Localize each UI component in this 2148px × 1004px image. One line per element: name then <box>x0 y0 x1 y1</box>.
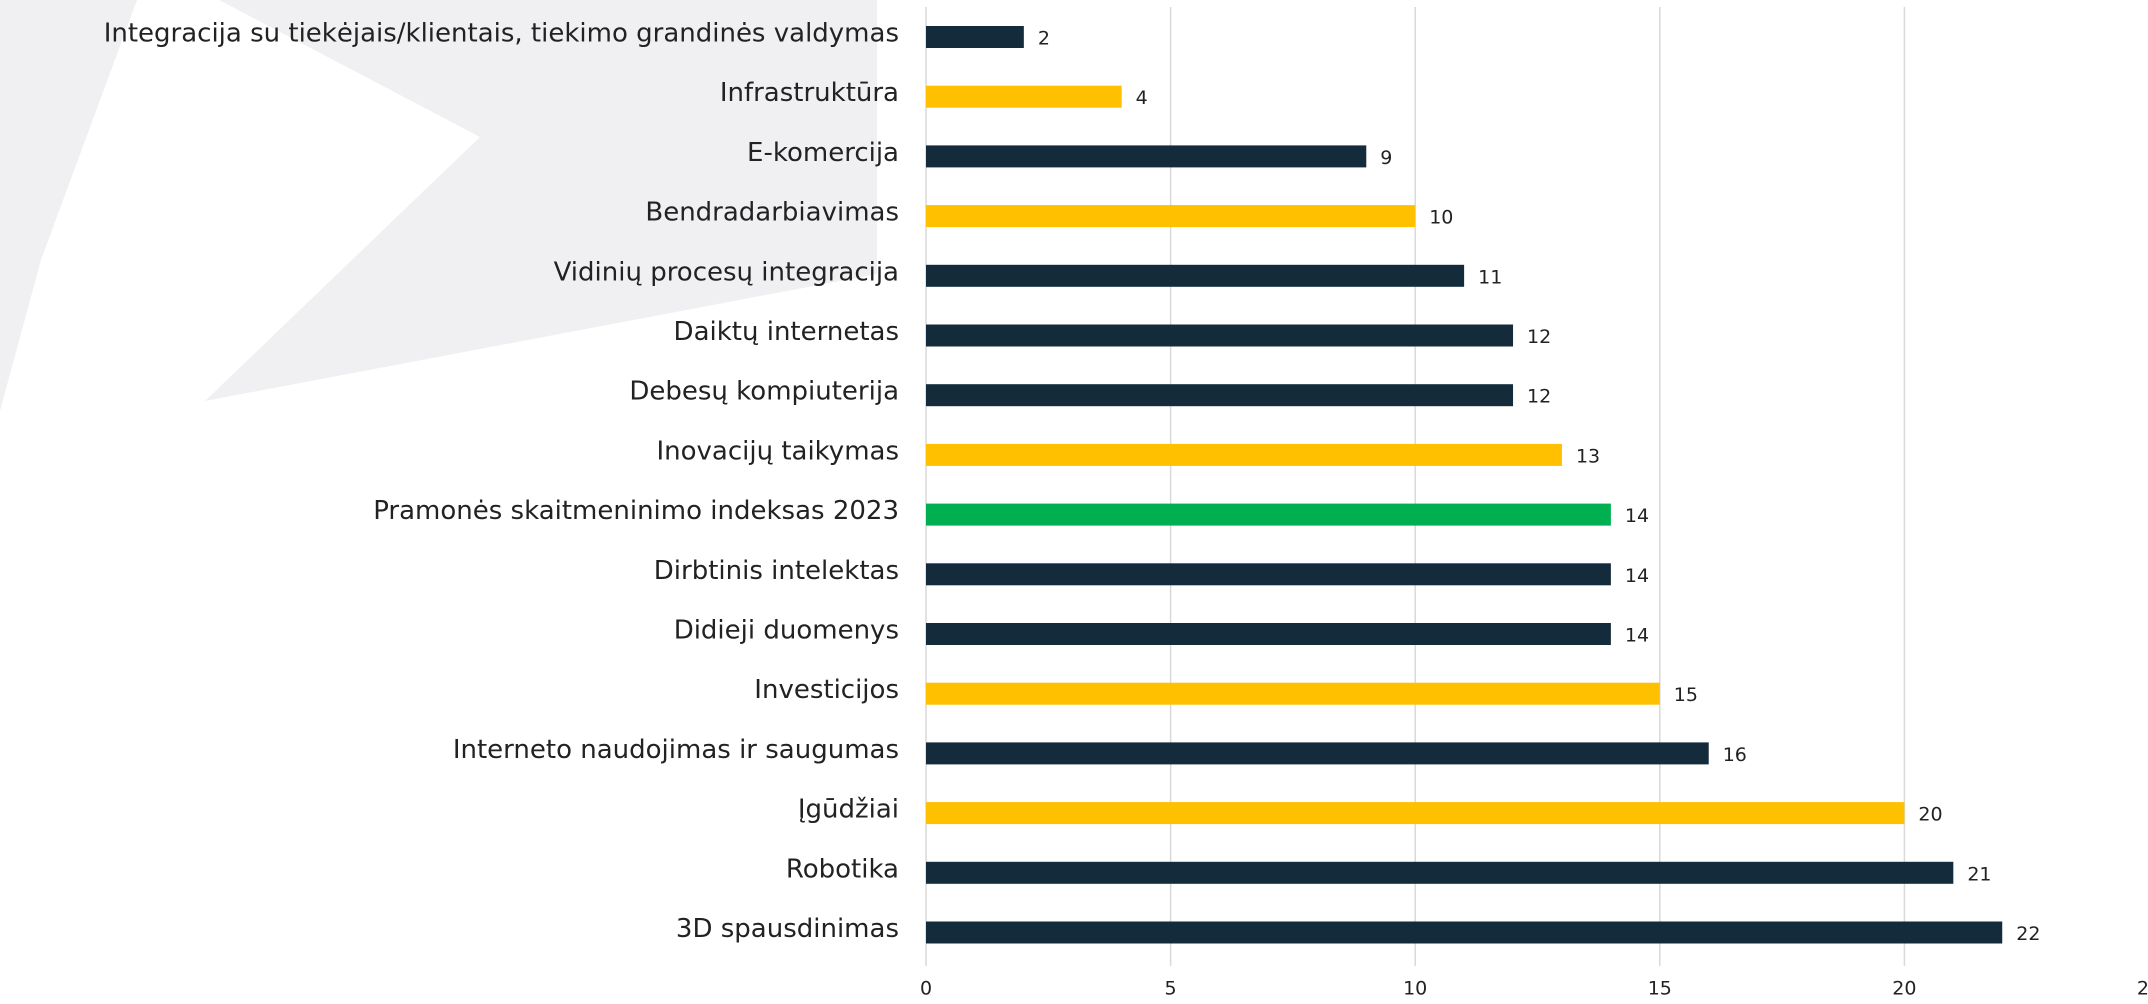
category-label: Daiktų internetas <box>674 317 899 347</box>
x-tick-label: 25 <box>2137 978 2148 1000</box>
x-tick-label: 20 <box>1892 978 1916 1000</box>
category-label: Integracija su tiekėjais/klientais, tiek… <box>104 19 899 49</box>
bar <box>926 802 1905 825</box>
category-label: Infrastruktūra <box>720 78 899 108</box>
data-label: 16 <box>1723 744 1747 766</box>
bar <box>926 85 1122 108</box>
bar <box>926 563 1611 586</box>
category-label: Interneto naudojimas ir saugumas <box>453 735 899 765</box>
category-label: E-komercija <box>747 138 899 168</box>
category-label: Investicijos <box>754 675 899 705</box>
category-label: Pramonės skaitmeninimo indeksas 2023 <box>373 496 899 526</box>
category-label: Inovacijų taikymas <box>656 436 899 466</box>
category-label: Didieji duomenys <box>674 616 899 646</box>
x-tick-label: 10 <box>1403 978 1427 1000</box>
category-label: Dirbtinis intelektas <box>654 556 899 586</box>
bars: Integracija su tiekėjais/klientais, tiek… <box>104 19 2041 946</box>
data-label: 4 <box>1136 87 1148 109</box>
data-label: 14 <box>1625 505 1649 527</box>
bar <box>926 623 1611 645</box>
data-label: 14 <box>1625 625 1649 647</box>
bar <box>926 264 1465 287</box>
data-label: 15 <box>1674 684 1698 706</box>
data-label: 12 <box>1527 326 1551 348</box>
data-label: 21 <box>1967 863 1991 885</box>
bar <box>926 503 1611 526</box>
data-label: 22 <box>2016 923 2040 945</box>
bar <box>926 324 1514 347</box>
data-label: 13 <box>1576 445 1600 467</box>
x-tick-label: 15 <box>1648 978 1672 1000</box>
bar <box>926 682 1660 705</box>
x-tick-label: 5 <box>1165 978 1177 1000</box>
background-shape <box>0 0 137 411</box>
data-label: 9 <box>1380 147 1392 169</box>
x-tick-label: 0 <box>920 978 932 1000</box>
bar <box>926 861 1954 884</box>
bar <box>926 742 1709 765</box>
data-label: 11 <box>1478 266 1502 288</box>
category-label: Robotika <box>786 854 899 884</box>
background-shape <box>205 0 877 401</box>
bar <box>926 26 1024 48</box>
bar <box>926 205 1416 228</box>
data-label: 12 <box>1527 386 1551 408</box>
category-label: Vidinių procesų integracija <box>554 257 899 287</box>
bar <box>926 921 2003 944</box>
category-label: Bendradarbiavimas <box>645 198 899 228</box>
data-label: 10 <box>1429 207 1453 229</box>
bar <box>926 145 1367 168</box>
data-label: 20 <box>1918 804 1942 826</box>
category-label: 3D spausdinimas <box>676 914 899 944</box>
data-label: 2 <box>1038 28 1050 50</box>
category-label: Debesų kompiuterija <box>629 377 899 407</box>
data-label: 14 <box>1625 565 1649 587</box>
bar <box>926 443 1562 466</box>
category-label: Įgūdžiai <box>798 795 899 825</box>
bar <box>926 384 1514 407</box>
